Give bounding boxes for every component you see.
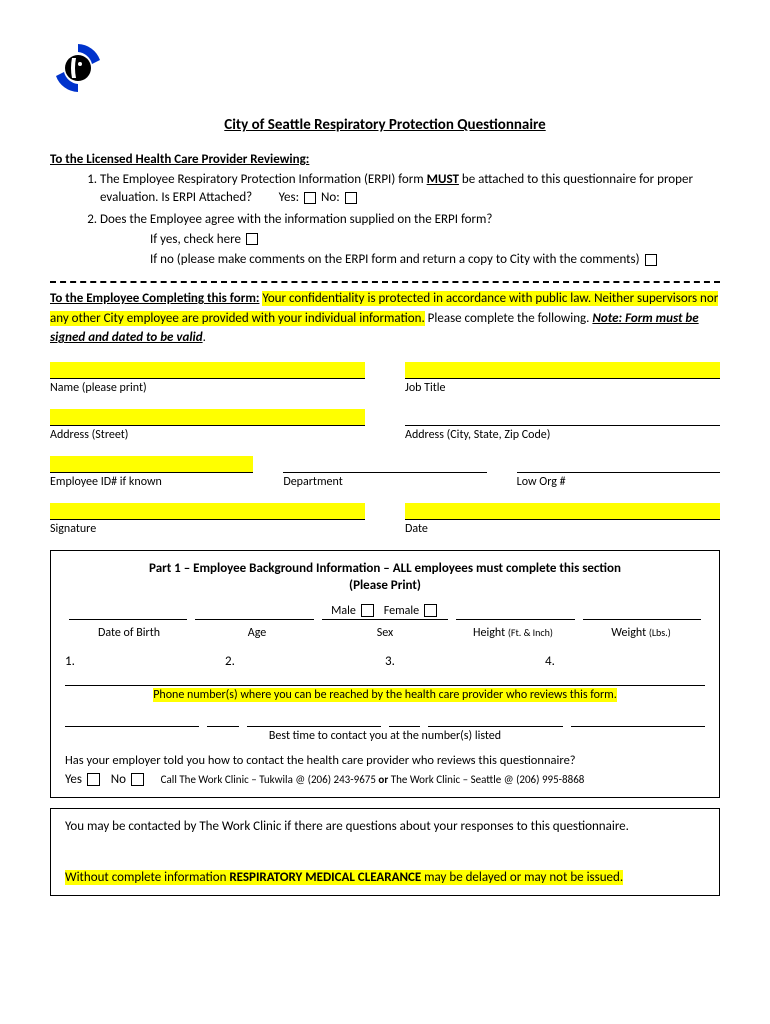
sex-label: Sex xyxy=(321,626,449,640)
department-label: Department xyxy=(283,475,486,489)
dob-label: Date of Birth xyxy=(65,626,193,640)
phone-numbers-input[interactable] xyxy=(65,671,705,686)
low-org-label: Low Org # xyxy=(517,475,720,489)
age-label: Age xyxy=(193,626,321,640)
male-checkbox[interactable] xyxy=(361,604,374,617)
dob-input[interactable] xyxy=(69,603,187,620)
job-title-input[interactable] xyxy=(405,362,720,379)
employee-instructions: To the Employee Completing this form: Yo… xyxy=(50,289,720,348)
reviewer-item-1: The Employee Respiratory Protection Info… xyxy=(100,171,720,207)
section-divider xyxy=(50,281,720,283)
notice-box: You may be contacted by The Work Clinic … xyxy=(50,808,720,896)
reviewer-item-2: Does the Employee agree with the informa… xyxy=(100,211,720,271)
besttime-5[interactable] xyxy=(428,712,562,727)
address-street-input[interactable] xyxy=(50,409,365,426)
employee-id-label: Employee ID# if known xyxy=(50,475,253,489)
name-label: Name (please print) xyxy=(50,381,365,395)
best-time-label: Best time to contact you at the number(s… xyxy=(65,729,705,743)
female-checkbox[interactable] xyxy=(424,604,437,617)
age-input[interactable] xyxy=(195,603,313,620)
job-title-label: Job Title xyxy=(405,381,720,395)
erpi-no-checkbox[interactable] xyxy=(345,192,357,204)
signature-label: Signature xyxy=(50,522,365,536)
date-input[interactable] xyxy=(405,503,720,520)
erpi-yes-checkbox[interactable] xyxy=(304,192,316,204)
name-input[interactable] xyxy=(50,362,365,379)
reviewer-heading: To the Licensed Health Care Provider Rev… xyxy=(50,152,720,167)
agree-yes-checkbox[interactable] xyxy=(246,233,258,245)
height-input[interactable] xyxy=(456,603,574,620)
besttime-1[interactable] xyxy=(65,712,199,727)
part1-box: Part 1 – Employee Background Information… xyxy=(50,550,720,798)
signature-input[interactable] xyxy=(50,503,365,520)
address-csz-input[interactable] xyxy=(405,409,720,426)
part1-subtitle: (Please Print) xyxy=(65,578,705,593)
employer-yes-checkbox[interactable] xyxy=(87,773,100,786)
besttime-3[interactable] xyxy=(247,712,381,727)
weight-label: Weight (Lbs.) xyxy=(577,626,705,640)
address-street-label: Address (Street) xyxy=(50,428,365,442)
employee-id-input[interactable] xyxy=(50,456,253,473)
agree-no-checkbox[interactable] xyxy=(645,254,657,266)
notice-line-2: Without complete information RESPIRATORY… xyxy=(65,870,705,885)
department-input[interactable] xyxy=(283,456,486,473)
besttime-4[interactable] xyxy=(389,712,420,727)
height-label: Height (Ft. & Inch) xyxy=(449,626,577,640)
phone-number-row: 1. 2. 3. 4. xyxy=(65,654,705,669)
employer-no-checkbox[interactable] xyxy=(131,773,144,786)
part1-title: Part 1 – Employee Background Information… xyxy=(65,561,705,576)
besttime-2[interactable] xyxy=(207,712,238,727)
employer-question: Has your employer told you how to contac… xyxy=(65,753,705,768)
seattle-logo xyxy=(50,40,106,96)
employer-answer-row: Yes No Call The Work Clinic – Tukwila @ … xyxy=(65,772,705,787)
page-title: City of Seattle Respiratory Protection Q… xyxy=(50,116,720,134)
date-label: Date xyxy=(405,522,720,536)
besttime-6[interactable] xyxy=(571,712,705,727)
notice-line-1: You may be contacted by The Work Clinic … xyxy=(65,819,705,834)
low-org-input[interactable] xyxy=(517,456,720,473)
weight-input[interactable] xyxy=(583,603,701,620)
contact-info: Call The Work Clinic – Tukwila @ (206) 2… xyxy=(161,773,585,786)
address-csz-label: Address (City, State, Zip Code) xyxy=(405,428,720,442)
phone-instruction: Phone number(s) where you can be reached… xyxy=(153,688,617,702)
